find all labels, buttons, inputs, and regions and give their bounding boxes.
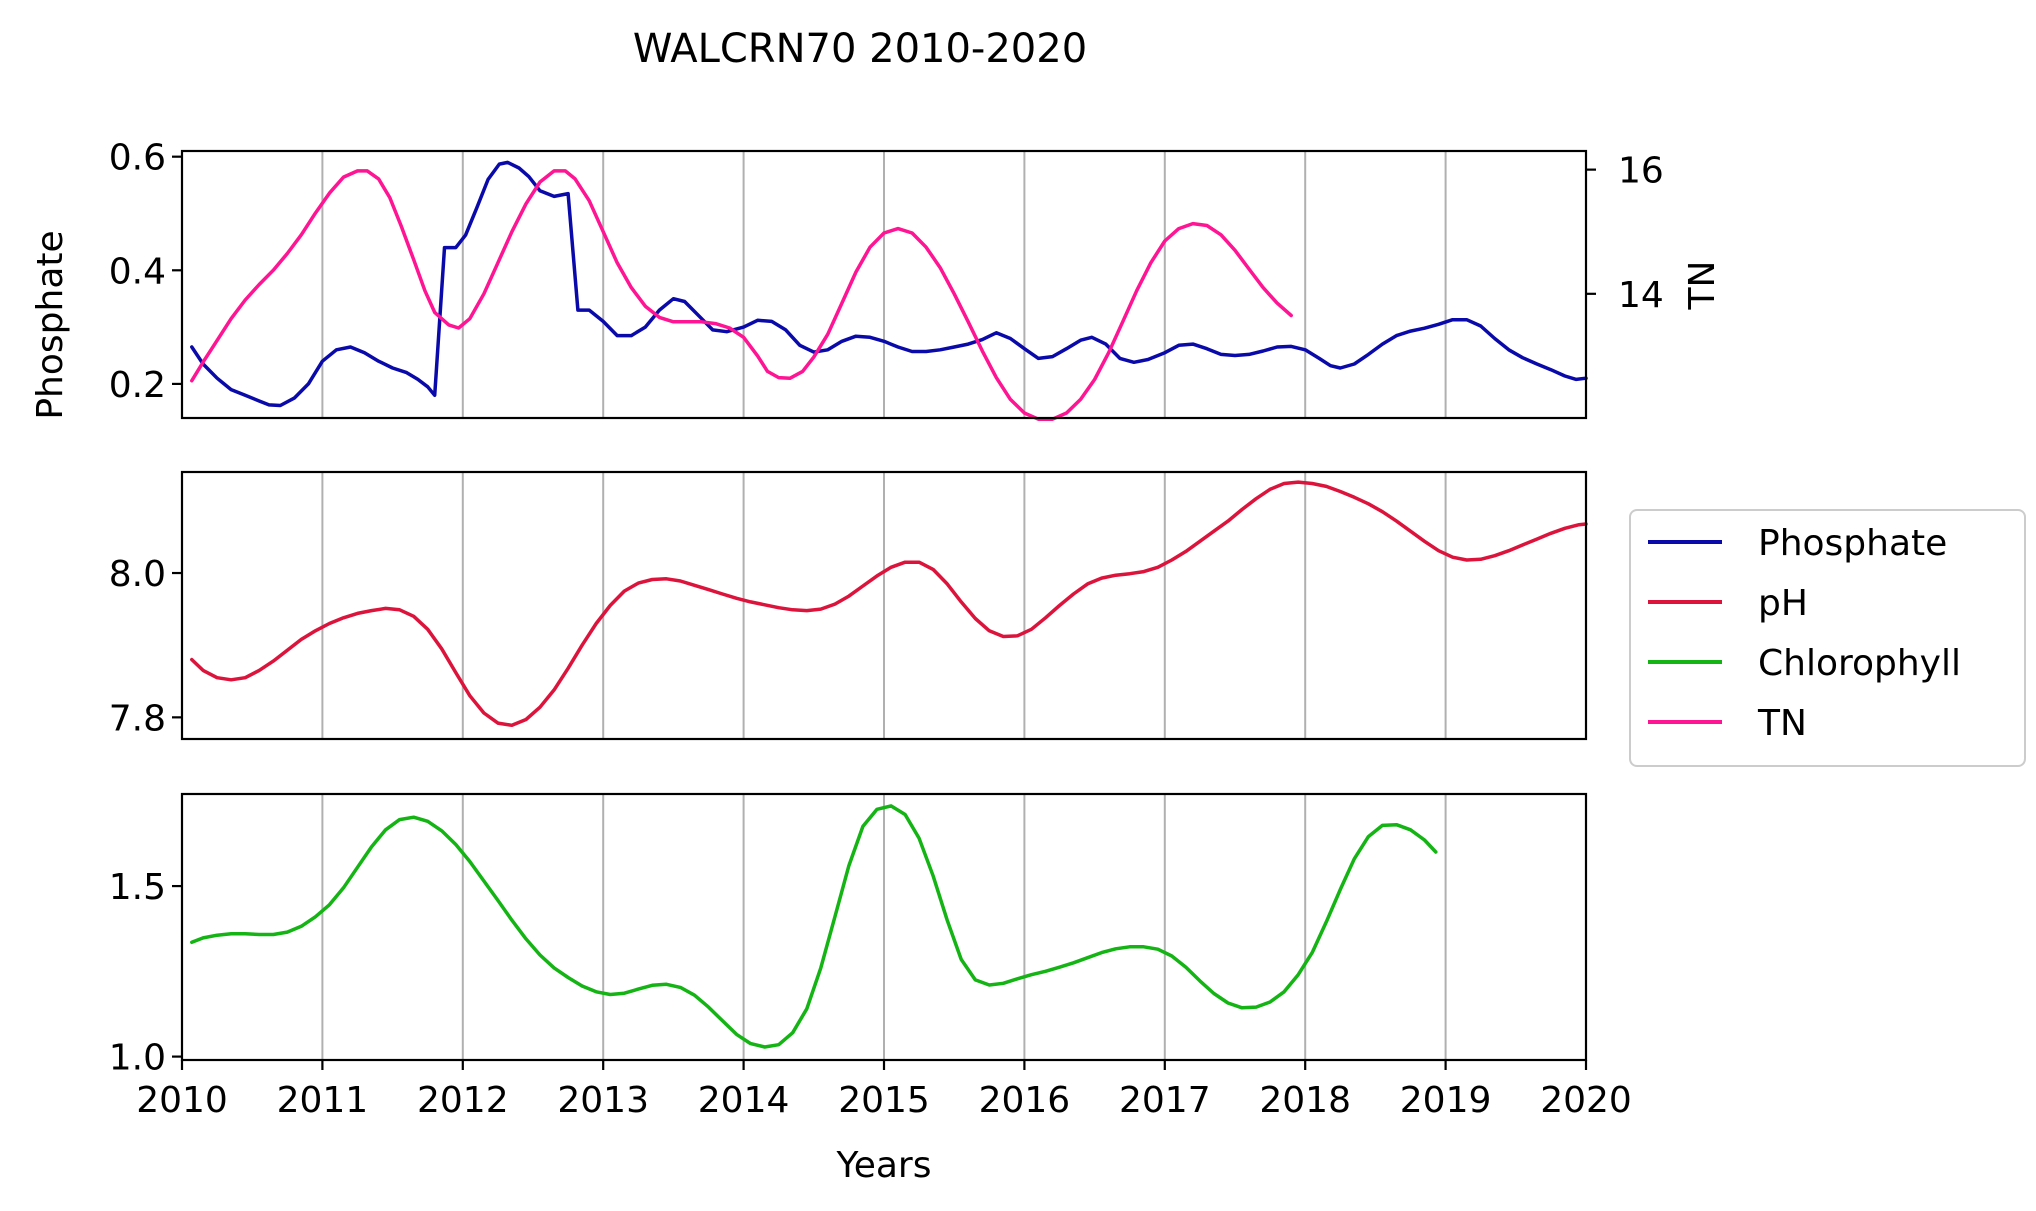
x-axis-ticks: 2010 2011 2012 2013 2014 2015 2016 2017 2018 2019…: [136, 1060, 1632, 1121]
panel-ph: 7.8 8.0: [109, 470, 1588, 741]
right-ytick-label: 16: [1618, 151, 1664, 192]
chart-title: WALCRN70 2010-2020: [633, 26, 1087, 72]
ytick-label: 0.4: [109, 251, 166, 292]
panel-2-series: [190, 804, 1438, 1049]
xtick-label: 2013: [557, 1080, 649, 1121]
series-line-ph: [190, 480, 1588, 728]
xtick-label: 2019: [1400, 1080, 1492, 1121]
xtick-label: 2016: [979, 1080, 1071, 1121]
xtick-label: 2018: [1259, 1080, 1351, 1121]
ytick-label: 0.6: [109, 138, 166, 179]
x-axis-label: Years: [836, 1145, 932, 1186]
panel-0-frame: [180, 149, 1588, 420]
legend-label-chlorophyll: Chlorophyll: [1758, 643, 1961, 684]
panel-1-series: [190, 480, 1588, 728]
ytick-label: 0.2: [109, 365, 166, 406]
ytick-label: 1.0: [109, 1038, 166, 1079]
panel-chlorophyll: 1.01.5 2010 2011 2012 2013 2014 2015 2016 2017 2…: [109, 792, 1632, 1121]
legend-box: [1629, 509, 2026, 767]
ylabel-phosphate: Phosphate: [30, 230, 71, 419]
xtick-label: 2017: [1119, 1080, 1211, 1121]
ylabel-tn: TN: [1682, 261, 1723, 311]
series-line-phosphate: [190, 160, 1588, 408]
right-ytick-label: 14: [1618, 275, 1664, 316]
xtick-label: 2015: [838, 1080, 930, 1121]
xtick-label: 2014: [698, 1080, 790, 1121]
panel-2-yticks: 1.0 1.5: [109, 867, 182, 1079]
series-line-chlorophyll: [190, 804, 1438, 1049]
panel-0-right-yticks: 14 16: [1586, 151, 1664, 316]
legend-label-ph: pH: [1758, 583, 1808, 624]
panel-0-series: [190, 160, 1588, 421]
xtick-label: 2020: [1540, 1080, 1632, 1121]
legend-label-phosphate: Phosphate: [1758, 523, 1947, 564]
panel-phosphate-tn: 0.2 0.4 0.6 14 16 Phosphate TN: [30, 138, 1723, 421]
panel-1-yticks: 7.8 8.0: [109, 554, 182, 739]
xtick-label: 2011: [277, 1080, 369, 1121]
ytick-label: 8.0: [109, 554, 166, 595]
legend: Phosphate pH Chlorophyll TN: [1629, 509, 2026, 767]
panel-0-yticks: 0.2 0.4 0.6: [109, 138, 182, 406]
ytick-label: 7.8: [109, 698, 166, 739]
series-line-tn: [190, 169, 1293, 421]
xtick-label: 2010: [136, 1080, 228, 1121]
ytick-label: 1.5: [109, 867, 166, 908]
panel-1-frame: [180, 470, 1588, 741]
xtick-label: 2012: [417, 1080, 509, 1121]
legend-label-tn: TN: [1757, 703, 1807, 744]
